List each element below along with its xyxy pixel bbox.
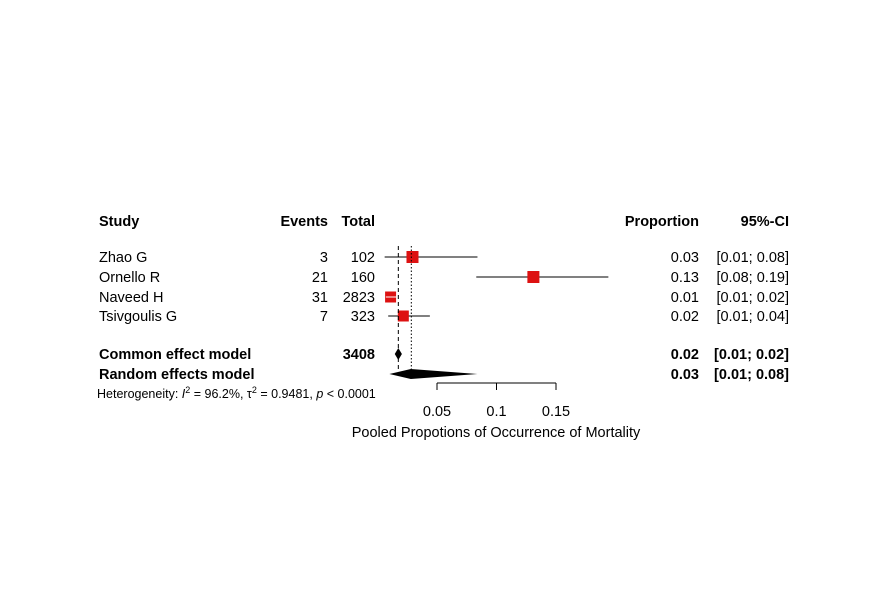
x-tick-label: 0.15: [542, 404, 570, 420]
study-ci: [0.01; 0.04]: [716, 309, 789, 325]
study-name: Tsivgoulis G: [99, 309, 177, 325]
p-symbol: p: [315, 387, 323, 401]
x-axis-label: Pooled Propotions of Occurrence of Morta…: [352, 425, 641, 441]
study-events: 7: [320, 309, 328, 325]
study-row: Tsivgoulis G 7 323 0.02 [0.01; 0.04]: [99, 309, 789, 325]
common-effect-ci: [0.01; 0.02]: [714, 347, 789, 363]
header-study: Study: [99, 214, 139, 230]
tau2-symbol: τ: [247, 387, 252, 401]
random-effect-ci: [0.01; 0.08]: [714, 367, 789, 383]
study-proportion: 0.01: [671, 290, 699, 306]
study-point-square: [527, 271, 540, 283]
study-events: 21: [312, 270, 328, 286]
x-axis: 0.05 0.1 0.15: [423, 382, 570, 420]
random-effect-label: Random effects model: [99, 367, 255, 383]
study-proportion: 0.03: [671, 250, 699, 266]
study-total: 323: [351, 309, 375, 325]
study-row: Zhao G 3 102 0.03 [0.01; 0.08]: [99, 250, 789, 266]
study-point-square: [397, 310, 409, 322]
x-tick-label: 0.1: [486, 404, 506, 420]
study-ci: [0.01; 0.02]: [716, 290, 789, 306]
study-proportion: 0.13: [671, 270, 699, 286]
common-effect-diamond: [394, 348, 402, 360]
study-events: 31: [312, 290, 328, 306]
study-events: 3: [320, 250, 328, 266]
study-name: Ornello R: [99, 270, 160, 286]
study-row: Ornello R 21 160 0.13 [0.08; 0.19]: [99, 270, 789, 286]
study-proportion: 0.02: [671, 309, 699, 325]
random-effect-proportion: 0.03: [671, 367, 699, 383]
header-total: Total: [341, 214, 375, 230]
study-total: 160: [351, 270, 375, 286]
study-point-square: [406, 251, 419, 263]
x-tick-label: 0.05: [423, 404, 451, 420]
study-total: 102: [351, 250, 375, 266]
heterogeneity-prefix: Heterogeneity:: [97, 387, 182, 401]
common-effect-label: Common effect model: [99, 347, 251, 363]
header-proportion: Proportion: [625, 214, 699, 230]
study-total: 2823: [343, 290, 375, 306]
random-effect-diamond: [389, 369, 478, 379]
common-effect-total: 3408: [343, 347, 375, 363]
header-events: Events: [280, 214, 328, 230]
study-name: Zhao G: [99, 250, 147, 266]
study-ci: [0.01; 0.08]: [716, 250, 789, 266]
i2-value: = 96.2%,: [190, 387, 247, 401]
i2-symbol: I: [182, 387, 186, 401]
study-ci: [0.08; 0.19]: [716, 270, 789, 286]
study-name: Naveed H: [99, 290, 163, 306]
study-row: Naveed H 31 2823 0.01 [0.01; 0.02]: [99, 290, 789, 306]
common-effect-proportion: 0.02: [671, 347, 699, 363]
tau2-value: = 0.9481,: [257, 387, 316, 401]
header-ci: 95%-CI: [741, 214, 789, 230]
p-value: < 0.0001: [323, 387, 376, 401]
heterogeneity-text: Heterogeneity: I2 = 96.2%, τ2 = 0.9481, …: [97, 385, 376, 401]
